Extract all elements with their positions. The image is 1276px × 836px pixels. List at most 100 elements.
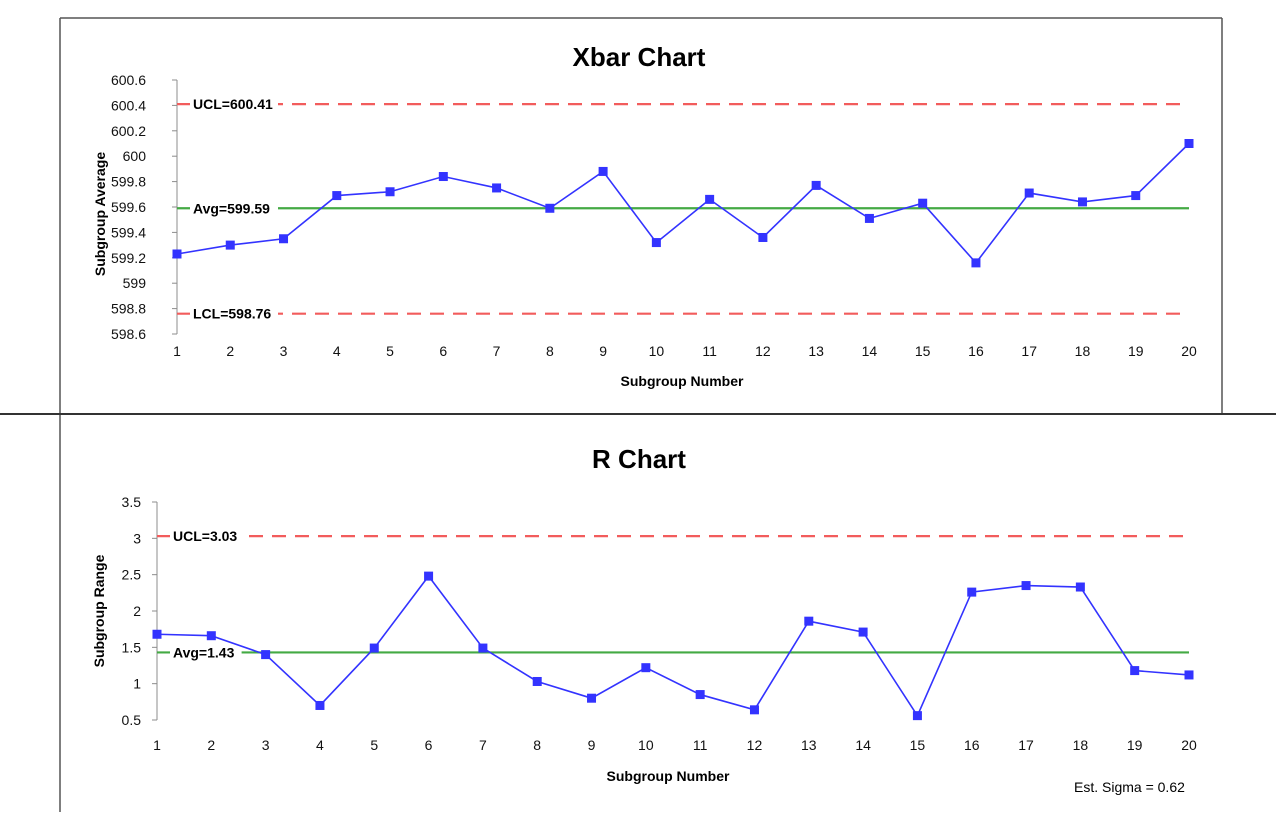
r-data-point xyxy=(152,629,162,639)
r-x-tick-label: 2 xyxy=(207,737,215,753)
r-data-point xyxy=(424,571,434,581)
xbar-x-tick-label: 8 xyxy=(546,343,554,359)
xbar-lcl-label-bg xyxy=(190,303,278,324)
xbar-data-point xyxy=(332,191,342,201)
r-x-tick-label: 11 xyxy=(693,737,708,753)
xbar-data-point xyxy=(279,234,289,244)
r-y-tick-label: 1.5 xyxy=(122,639,142,655)
xbar-x-tick-label: 12 xyxy=(755,343,771,359)
r-x-tick-label: 3 xyxy=(262,737,270,753)
r-x-tick-label: 8 xyxy=(533,737,541,753)
xbar-data-point xyxy=(864,213,874,223)
r-data-point xyxy=(261,650,271,660)
xbar-x-tick-label: 13 xyxy=(808,343,824,359)
xbar-y-tick-label: 600.4 xyxy=(111,97,146,113)
xbar-avg-label-bg xyxy=(190,198,278,219)
r-data-point xyxy=(912,711,922,721)
r-y-tick-label: 1 xyxy=(133,676,141,692)
xbar-x-tick-label: 5 xyxy=(386,343,394,359)
xbar-data-point xyxy=(705,194,715,204)
xbar-data-point xyxy=(225,240,235,250)
xbar-series-line xyxy=(176,142,1190,265)
r-plot-area: 0.511.522.533.51 2 3 4 5 6 7 8 9 10 11 12 13 14 15 16 17… xyxy=(122,494,1197,753)
xbar-ucl-label: UCL=600.41 xyxy=(193,96,273,112)
xbar-x-tick-label: 18 xyxy=(1075,343,1091,359)
xbar-x-tick-label: 14 xyxy=(862,343,878,359)
xbar-plot-area: 598.6 598.8 599 599.2 599.4 599.6 599.8 600 600.… xyxy=(111,72,1197,359)
r-data-point xyxy=(641,663,651,673)
xbar-x-tick-label: 10 xyxy=(649,343,665,359)
r-x-tick-label: 10 xyxy=(638,737,654,753)
xbar-x-tick-label: 15 xyxy=(915,343,931,359)
xbar-chart-title: Xbar Chart xyxy=(573,42,706,72)
xbar-y-tick-label: 600.2 xyxy=(111,123,146,139)
r-x-tick-label: 12 xyxy=(747,737,763,753)
r-x-tick-label: 13 xyxy=(801,737,817,753)
r-chart-title: R Chart xyxy=(592,444,686,474)
xbar-x-tick-label: 9 xyxy=(599,343,607,359)
xbar-y-tick-label: 598.6 xyxy=(111,326,146,342)
r-y-tick-label: 0.5 xyxy=(122,712,142,728)
xbar-y-tick-label: 600 xyxy=(123,148,147,164)
r-data-point xyxy=(587,693,597,703)
r-x-tick-label: 6 xyxy=(425,737,433,753)
r-data-point xyxy=(315,700,325,710)
r-data-point xyxy=(858,627,868,637)
xbar-chart-panel: Xbar Chart Subgroup Average Subgroup Num… xyxy=(92,42,1197,389)
xbar-x-tick-label: 7 xyxy=(493,343,501,359)
xbar-avg-label: Avg=599.59 xyxy=(193,200,270,216)
xbar-data-point xyxy=(1131,191,1141,201)
xbar-x-tick-label: 20 xyxy=(1181,343,1197,359)
xbar-x-tick-label: 6 xyxy=(439,343,447,359)
r-data-point xyxy=(749,705,759,715)
r-y-tick-label: 2.5 xyxy=(122,567,142,583)
xbar-x-tick-label: 11 xyxy=(702,343,717,359)
r-data-point xyxy=(369,643,379,653)
r-data-point xyxy=(967,587,977,597)
r-data-point xyxy=(532,676,542,686)
r-x-tick-label: 20 xyxy=(1181,737,1197,753)
r-y-axis-label: Subgroup Range xyxy=(91,554,107,667)
xbar-lcl-label: LCL=598.76 xyxy=(193,306,271,322)
xbar-data-point xyxy=(545,203,555,213)
xbar-data-point xyxy=(1077,197,1087,207)
xbar-x-tick-label: 4 xyxy=(333,343,341,359)
r-data-point xyxy=(206,631,216,641)
xbar-y-tick-label: 599.6 xyxy=(111,199,146,215)
xbar-x-tick-label: 16 xyxy=(968,343,984,359)
xbar-data-point xyxy=(651,238,661,248)
xbar-data-point xyxy=(758,232,768,242)
r-ucl-label: UCL=3.03 xyxy=(173,528,237,544)
xbar-ucl-label-bg xyxy=(190,94,278,115)
r-x-tick-label: 7 xyxy=(479,737,487,753)
r-avg-label-bg xyxy=(170,642,242,663)
r-ucl-label-bg xyxy=(170,526,242,547)
r-data-point xyxy=(1075,582,1085,592)
xbar-x-tick-label: 1 xyxy=(173,343,181,359)
r-x-tick-label: 9 xyxy=(588,737,596,753)
xbar-y-axis-label: Subgroup Average xyxy=(92,152,108,276)
r-x-tick-label: 18 xyxy=(1073,737,1089,753)
estimated-sigma-note: Est. Sigma = 0.62 xyxy=(1074,779,1185,795)
xbar-data-point xyxy=(918,198,928,208)
xbar-y-tick-label: 599 xyxy=(123,275,147,291)
xbar-data-point xyxy=(598,166,608,176)
xbar-data-point xyxy=(385,187,395,197)
r-x-tick-label: 19 xyxy=(1127,737,1143,753)
r-x-tick-label: 1 xyxy=(153,737,161,753)
r-series-line xyxy=(156,574,1190,718)
xbar-data-point xyxy=(1184,139,1194,148)
xbar-y-tick-label: 600.6 xyxy=(111,72,146,88)
xbar-data-point xyxy=(172,249,182,259)
r-x-tick-label: 5 xyxy=(370,737,378,753)
xbar-data-point xyxy=(438,172,448,182)
xbar-data-point xyxy=(492,183,502,193)
xbar-data-point xyxy=(1024,188,1034,198)
xbar-y-tick-label: 599.2 xyxy=(111,250,146,266)
xbar-x-tick-label: 3 xyxy=(280,343,288,359)
r-chart-panel: R Chart Subgroup Range Subgroup Number 0… xyxy=(91,444,1197,784)
r-y-tick-label: 3.5 xyxy=(122,494,142,510)
xbar-x-axis-label: Subgroup Number xyxy=(621,373,744,389)
r-data-point xyxy=(1130,666,1140,676)
r-x-tick-label: 4 xyxy=(316,737,324,753)
